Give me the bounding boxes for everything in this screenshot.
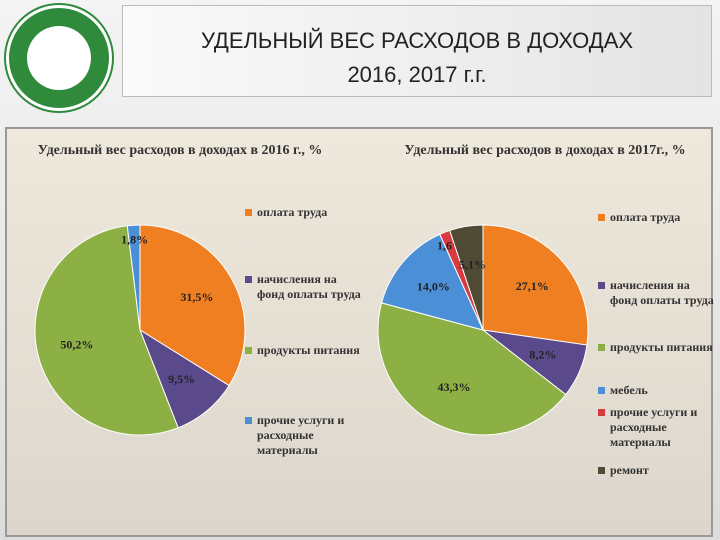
pie-slice [34,225,179,436]
legend-label: оплата труда [610,210,681,224]
value-label: 14,0% [417,280,450,294]
pie-slice [482,224,589,346]
legend-swatch [245,209,252,216]
logo-emblem [27,26,91,90]
pie-slice [380,233,484,331]
legend-swatch [598,409,605,416]
legend-label: прочие услуги и расходные материалы [610,405,698,449]
value-label: 27,1% [516,279,549,293]
header: УДЕЛЬНЫЙ ВЕС РАСХОДОВ В ДОХОДАХ 2016, 20… [122,5,712,97]
value-label: 31,5% [180,290,213,304]
logo: 1865 [6,5,112,111]
value-label: 50,2% [60,338,93,352]
legend-swatch [245,347,252,354]
chart-title: Удельный вес расходов в доходах в 2016 г… [37,143,323,158]
legend-label: начисления на фонд оплаты труда [257,272,361,301]
pie-slice [126,224,141,331]
legend-label: мебель [610,383,648,397]
value-label: 1,8% [121,233,148,247]
legend-swatch [245,417,252,424]
legend-label: продукты питания [257,343,360,357]
value-label: 5,1% [459,257,486,271]
value-label: 43,3% [437,380,470,394]
legend-label: продукты питания [610,340,713,354]
legend-swatch [598,214,605,221]
logo-year: 1865 [46,74,72,86]
legend-label: оплата труда [257,205,328,219]
pie-slice [377,302,567,436]
slide-title: УДЕЛЬНЫЙ ВЕС РАСХОДОВ В ДОХОДАХ 2016, 20… [200,28,634,87]
chart-title: Удельный вес расходов в доходах в 2017г.… [404,143,686,158]
legend-swatch [598,282,605,289]
legend-swatch [598,344,605,351]
legend-label: начисления на фонд оплаты труда [610,278,714,307]
legend-swatch [598,467,605,474]
legend-swatch [245,276,252,283]
pie-slice [139,224,246,387]
legend-label: ремонт [610,463,649,477]
pie-slice [449,224,484,331]
legend-swatch [598,387,605,394]
legend-label: прочие услуги и расходные материалы [257,413,345,457]
value-label: 8,2% [529,347,556,361]
value-label: 9,5% [168,372,195,386]
